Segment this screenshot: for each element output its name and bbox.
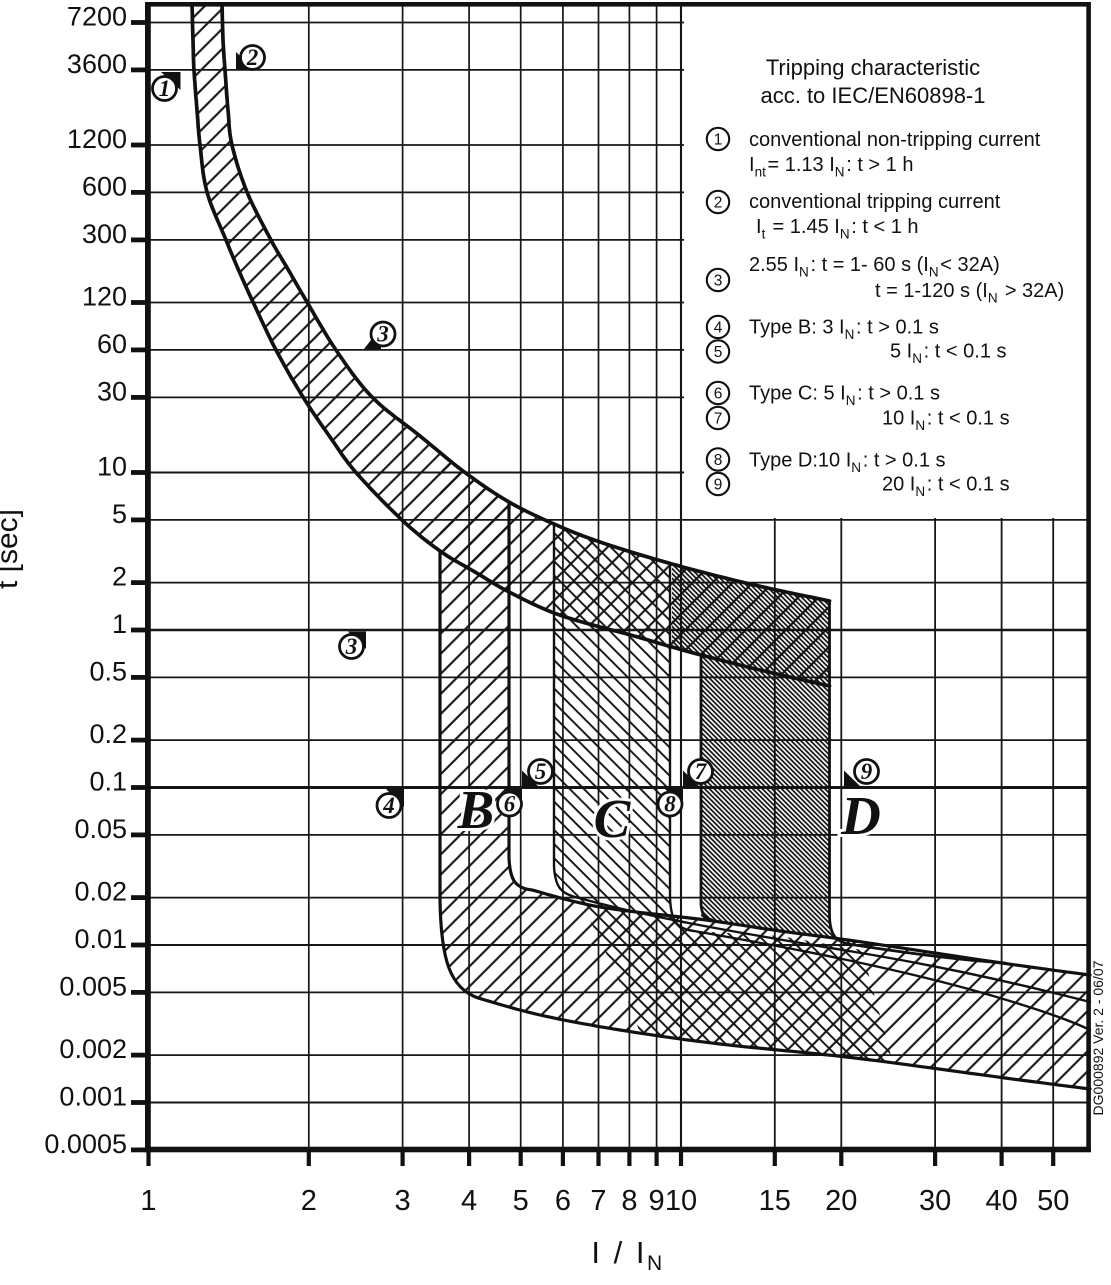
svg-text:5: 5 bbox=[535, 759, 547, 784]
svg-text:3: 3 bbox=[395, 1185, 411, 1217]
svg-text:0.0005: 0.0005 bbox=[44, 1129, 127, 1159]
svg-text:600: 600 bbox=[82, 171, 127, 201]
svg-text:300: 300 bbox=[82, 219, 127, 249]
svg-text:D: D bbox=[840, 785, 881, 846]
svg-text:Tripping characteristic: Tripping characteristic bbox=[766, 55, 980, 80]
svg-text:8: 8 bbox=[714, 452, 723, 469]
svg-text:B: B bbox=[457, 779, 495, 840]
svg-text:5: 5 bbox=[714, 344, 723, 361]
svg-text:20: 20 bbox=[825, 1185, 857, 1217]
svg-text:6: 6 bbox=[714, 386, 723, 403]
svg-text:15: 15 bbox=[759, 1185, 791, 1217]
svg-text:t [sec]: t [sec] bbox=[0, 509, 24, 589]
svg-text:t = 1-120 s (IN > 32A): t = 1-120 s (IN > 32A) bbox=[875, 280, 1064, 306]
svg-text:acc. to IEC/EN60898-1: acc. to IEC/EN60898-1 bbox=[760, 83, 985, 108]
svg-text:Type B: 3 IN : t > 0.1 s: Type B: 3 IN : t > 0.1 s bbox=[749, 317, 939, 343]
svg-text:4: 4 bbox=[714, 320, 723, 337]
svg-text:5: 5 bbox=[513, 1185, 529, 1217]
svg-text:5 IN : t < 0.1 s: 5 IN : t < 0.1 s bbox=[890, 341, 1007, 367]
svg-text:Int = 1.13 IN : t > 1 h: Int = 1.13 IN : t > 1 h bbox=[749, 154, 913, 180]
svg-text:7: 7 bbox=[590, 1185, 606, 1217]
svg-text:3600: 3600 bbox=[67, 49, 127, 79]
svg-text:20 IN : t < 0.1 s: 20 IN : t < 0.1 s bbox=[882, 474, 1010, 500]
svg-text:3: 3 bbox=[376, 322, 389, 347]
svg-text:6: 6 bbox=[504, 792, 516, 817]
svg-text:1: 1 bbox=[159, 76, 171, 101]
svg-text:0.002: 0.002 bbox=[59, 1034, 127, 1064]
svg-text:1200: 1200 bbox=[67, 124, 127, 154]
svg-text:10: 10 bbox=[665, 1185, 697, 1217]
svg-text:0.1: 0.1 bbox=[89, 767, 127, 797]
svg-text:0.001: 0.001 bbox=[59, 1082, 127, 1112]
svg-text:10 IN : t < 0.1 s: 10 IN : t < 0.1 s bbox=[882, 408, 1010, 434]
svg-text:0.01: 0.01 bbox=[74, 924, 127, 954]
svg-text:7200: 7200 bbox=[67, 2, 127, 32]
svg-text:10: 10 bbox=[97, 452, 127, 482]
svg-text:60: 60 bbox=[97, 329, 127, 359]
svg-text:9: 9 bbox=[714, 477, 723, 494]
svg-text:DG000892 Ver. 2 - 06/07: DG000892 Ver. 2 - 06/07 bbox=[1090, 960, 1106, 1115]
svg-text:8: 8 bbox=[621, 1185, 637, 1217]
svg-text:9: 9 bbox=[649, 1185, 665, 1217]
svg-text:2.55 IN : t = 1- 60 s (IN < 32: 2.55 IN : t = 1- 60 s (IN < 32A) bbox=[749, 254, 1000, 280]
svg-text:0.2: 0.2 bbox=[89, 719, 127, 749]
svg-text:Type D:10 IN : t > 0.1 s: Type D:10 IN : t > 0.1 s bbox=[749, 450, 946, 476]
svg-text:4: 4 bbox=[461, 1185, 477, 1217]
svg-text:30: 30 bbox=[97, 376, 127, 406]
svg-text:0.05: 0.05 bbox=[74, 814, 127, 844]
svg-text:7: 7 bbox=[714, 411, 723, 428]
svg-text:4: 4 bbox=[382, 793, 395, 818]
svg-text:1: 1 bbox=[714, 132, 723, 149]
svg-text:8: 8 bbox=[664, 792, 676, 817]
svg-text:1: 1 bbox=[112, 609, 127, 639]
svg-text:120: 120 bbox=[82, 282, 127, 312]
svg-text:Type C: 5 IN : t > 0.1 s: Type C: 5 IN : t > 0.1 s bbox=[749, 383, 940, 409]
svg-text:5: 5 bbox=[112, 499, 127, 529]
svg-text:0.5: 0.5 bbox=[89, 656, 127, 686]
svg-text:2: 2 bbox=[112, 562, 127, 592]
svg-text:2: 2 bbox=[246, 45, 259, 70]
svg-text:C: C bbox=[594, 788, 632, 849]
svg-text:1: 1 bbox=[140, 1185, 156, 1217]
svg-text:2: 2 bbox=[301, 1185, 317, 1217]
svg-text:7: 7 bbox=[695, 759, 708, 784]
svg-text:0.005: 0.005 bbox=[59, 971, 127, 1001]
svg-text:It = 1.45 IN : t < 1 h: It = 1.45 IN : t < 1 h bbox=[756, 216, 919, 242]
svg-text:6: 6 bbox=[555, 1185, 571, 1217]
svg-text:0.02: 0.02 bbox=[74, 877, 127, 907]
svg-text:conventional non-tripping curr: conventional non-tripping current bbox=[749, 129, 1041, 151]
svg-text:50: 50 bbox=[1037, 1185, 1069, 1217]
svg-text:3: 3 bbox=[345, 634, 358, 659]
svg-text:30: 30 bbox=[919, 1185, 951, 1217]
svg-text:conventional tripping current: conventional tripping current bbox=[749, 191, 1001, 213]
svg-text:3: 3 bbox=[714, 273, 723, 290]
svg-text:40: 40 bbox=[985, 1185, 1017, 1217]
svg-text:2: 2 bbox=[714, 195, 723, 212]
svg-text:9: 9 bbox=[861, 759, 873, 784]
